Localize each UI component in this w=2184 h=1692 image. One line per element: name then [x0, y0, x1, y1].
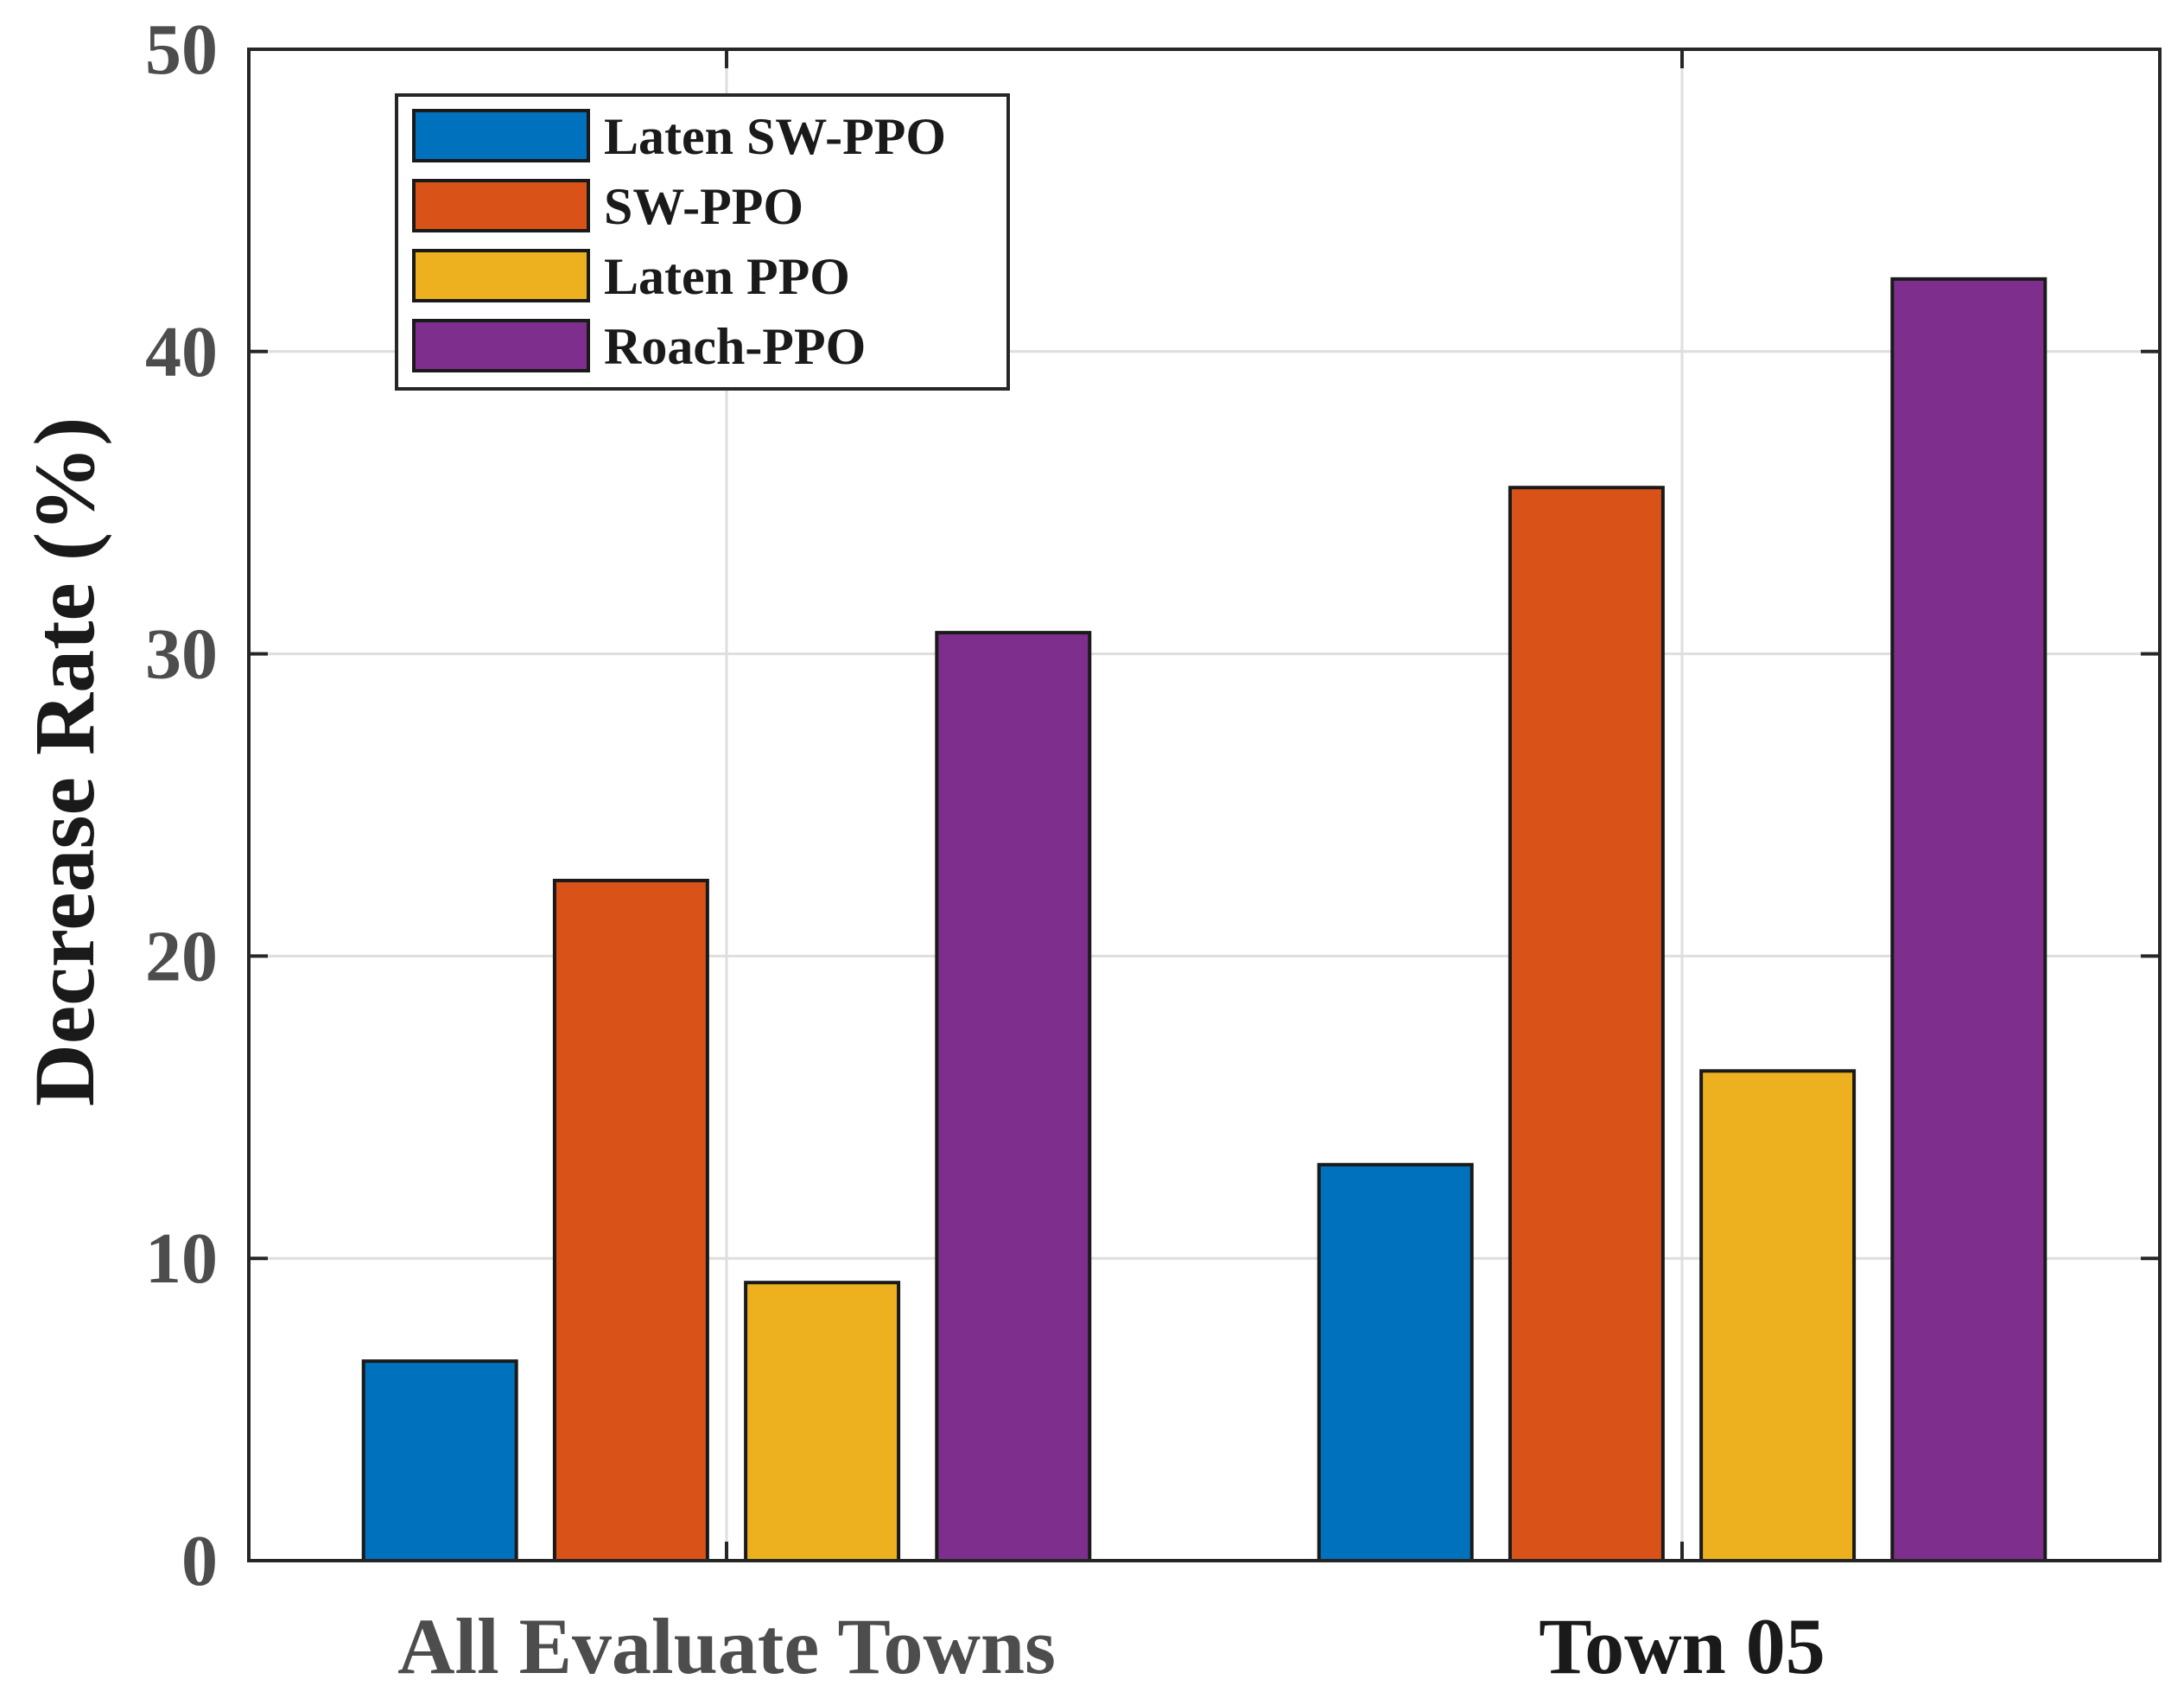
x-category-label: Town 05 [1539, 1602, 1825, 1690]
y-axis-tick-labels: 0 10 20 30 40 50 [145, 10, 218, 1601]
y-tick-label: 0 [181, 1521, 218, 1601]
y-tick-label: 40 [145, 312, 218, 392]
bar-sw-ppo-1 [1508, 486, 1665, 1563]
bar-sw-ppo-0 [552, 878, 709, 1562]
bar-laten-sw-ppo-0 [361, 1359, 518, 1562]
axis-ticks [249, 48, 2160, 1562]
legend: Laten SW-PPO SW-PPO Laten PPO Roach-PPO [395, 93, 1010, 391]
bar-laten-ppo-0 [744, 1281, 901, 1562]
legend-label: Roach-PPO [604, 318, 866, 375]
y-tick-label: 30 [145, 614, 218, 695]
legend-swatch [412, 249, 590, 302]
legend-label: Laten PPO [604, 248, 850, 305]
bar-roach-ppo-1 [1890, 277, 2048, 1562]
bar-laten-ppo-1 [1699, 1069, 1857, 1562]
y-tick-label: 50 [145, 10, 218, 90]
bar-roach-ppo-0 [935, 631, 1092, 1562]
x-axis-category-labels: All Evaluate Towns Town 05 [397, 1602, 1825, 1690]
legend-label: SW-PPO [604, 178, 803, 235]
legend-swatch [412, 109, 590, 162]
legend-swatch [412, 179, 590, 232]
x-category-label: All Evaluate Towns [397, 1602, 1056, 1690]
y-axis-title: Decrease Rate (%) [16, 417, 112, 1107]
plot-area-frame [247, 48, 2162, 1562]
y-tick-label: 10 [145, 1218, 218, 1299]
bar-laten-sw-ppo-1 [1317, 1162, 1474, 1562]
legend-label: Laten SW-PPO [604, 108, 946, 165]
legend-swatch [412, 319, 590, 372]
bars [361, 277, 2048, 1563]
y-tick-label: 20 [145, 916, 218, 996]
